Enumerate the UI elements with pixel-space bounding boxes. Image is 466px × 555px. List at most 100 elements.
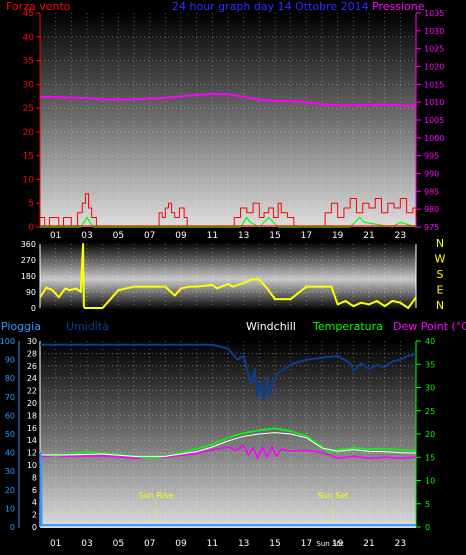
rain-tick-label: 16: [27, 424, 37, 433]
compass-label: N: [436, 237, 444, 250]
humidity-tick-label: 90: [5, 356, 15, 365]
panel2-grid: [40, 244, 416, 308]
pressure-tick-label: 1005: [424, 116, 444, 125]
rain-tick-label: 4: [32, 498, 37, 507]
x-tick-label: 23: [395, 539, 406, 549]
dewpoint-legend: Dew Point (°C): [393, 320, 466, 333]
direction-tick-label: 270: [21, 256, 36, 265]
pressure-tick-label: 1025: [424, 45, 444, 54]
pressure-tick-label: 1000: [424, 134, 444, 143]
direction-tick-label: 180: [21, 272, 36, 281]
humidity-tick-label: 100: [0, 337, 15, 346]
rain-tick-label: 12: [27, 449, 37, 458]
wind-tick-label: 20: [23, 128, 35, 138]
compass-label: S: [437, 268, 444, 281]
pressure-tick-label: 990: [424, 170, 439, 179]
sunset-tick-label: Sun 30t: [316, 540, 343, 548]
humidity-tick-label: 50: [5, 430, 15, 439]
compass-label: W: [435, 253, 446, 266]
pressure-tick-label: 1035: [424, 9, 444, 18]
panel-wind-pressure: [40, 13, 416, 227]
dewpoint-series: [40, 444, 417, 459]
x-tick-label: 03: [81, 231, 92, 241]
panel3-x-axis: 01 03 05 07 09 11 13 15 17 19 21 23 Sun 30t: [50, 539, 406, 549]
rain-tick-label: 24: [27, 374, 37, 383]
humidity-tick-label: 10: [5, 504, 15, 513]
temperature-tick-label: 10: [425, 477, 435, 486]
direction-axis-ticks: 0 90 180 270 360: [21, 240, 41, 313]
humidity-tick-label: 80: [5, 374, 15, 383]
x-tick-label: 15: [269, 539, 280, 549]
wind-axis-ticks: 0 5 10 15 20 25 30 35 40 45: [23, 9, 41, 233]
x-tick-label: 11: [207, 539, 218, 549]
rain-tick-label: 28: [27, 349, 37, 358]
wind-tick-label: 5: [28, 199, 34, 209]
panel1-x-axis: 01 03 05 07 09 11 13 15 17 19 21 23: [50, 231, 406, 241]
x-tick-label: 11: [207, 231, 218, 241]
humidity-tick-label: 70: [5, 393, 15, 402]
sun-annotations: Sun Rise Sun Set: [139, 491, 348, 527]
rain-tick-label: 22: [27, 387, 37, 396]
wind-tick-label: 15: [23, 152, 34, 162]
direction-series: [39, 243, 417, 309]
x-tick-label: 19: [332, 539, 344, 549]
x-tick-label: 13: [238, 539, 249, 549]
x-tick-label: 21: [363, 231, 374, 241]
temperature-tick-label: 15: [425, 453, 435, 462]
temperature-legend: Temperatura: [312, 320, 383, 333]
humidity-legend: Umidità: [66, 320, 109, 333]
panel1-grid: [40, 13, 416, 227]
wind-avg-series: [40, 216, 417, 228]
rain-tick-label: 30: [27, 337, 37, 346]
pressure-tick-label: 1030: [424, 27, 444, 36]
pressure-tick-label: 995: [424, 152, 439, 161]
pressure-tick-label: 1015: [424, 80, 444, 89]
x-tick-label: 23: [395, 231, 406, 241]
wind-tick-label: 35: [23, 57, 34, 67]
pressure-tick-label: 1020: [424, 63, 444, 72]
windchill-series: [40, 432, 417, 457]
temperature-series: [39, 427, 417, 459]
rain-tick-label: 26: [27, 362, 37, 371]
direction-tick-label: 90: [26, 288, 36, 297]
x-tick-label: 09: [175, 539, 187, 549]
panel3-grid: [40, 341, 416, 527]
humidity-tick-label: 30: [5, 467, 15, 476]
pressure-axis-title: Pressione: [372, 0, 425, 13]
wind-tick-label: 45: [23, 9, 34, 19]
x-tick-label: 15: [269, 231, 280, 241]
rain-tick-label: 18: [27, 411, 37, 420]
wind-tick-label: 30: [23, 80, 35, 90]
x-tick-label: 01: [50, 231, 61, 241]
panel-temperature: [40, 341, 416, 528]
temperature-tick-label: 20: [425, 430, 435, 439]
rain-tick-label: 2: [32, 511, 37, 520]
pressure-tick-label: 985: [424, 187, 439, 196]
rain-axis-title: Pioggia: [1, 320, 41, 333]
humidity-tick-label: 40: [5, 449, 15, 458]
x-tick-label: 07: [144, 231, 155, 241]
rain-tick-label: 14: [27, 436, 37, 445]
pressure-tick-label: 980: [424, 205, 439, 214]
x-tick-label: 09: [175, 231, 187, 241]
direction-tick-label: 360: [21, 240, 36, 249]
x-tick-label: 07: [144, 539, 155, 549]
panel2-series: [39, 243, 417, 309]
rain-humidity-axis-ticks: 0 10 20 30 40 50 60 70 80 90 100: [0, 337, 15, 532]
direction-tick-label: 0: [31, 304, 36, 313]
wind-tick-label: 25: [23, 104, 34, 114]
rain-tick-label: 0: [32, 523, 37, 532]
sun-annotation-label: Sun Rise: [139, 491, 174, 500]
x-tick-label: 01: [50, 539, 61, 549]
wind-tick-label: 0: [28, 223, 34, 233]
x-tick-label: 13: [238, 231, 249, 241]
temperature-axis-ticks: 0 5 10 15 20 25 30 35 40: [415, 337, 435, 532]
x-tick-label: 03: [81, 539, 92, 549]
temperature-tick-label: 0: [425, 523, 430, 532]
temperature-tick-label: 30: [425, 384, 435, 393]
humidity-tick-label: 20: [5, 486, 15, 495]
pressure-tick-label: 975: [424, 223, 439, 232]
humidity-tick-label: 60: [5, 411, 15, 420]
temperature-tick-label: 5: [425, 500, 430, 509]
